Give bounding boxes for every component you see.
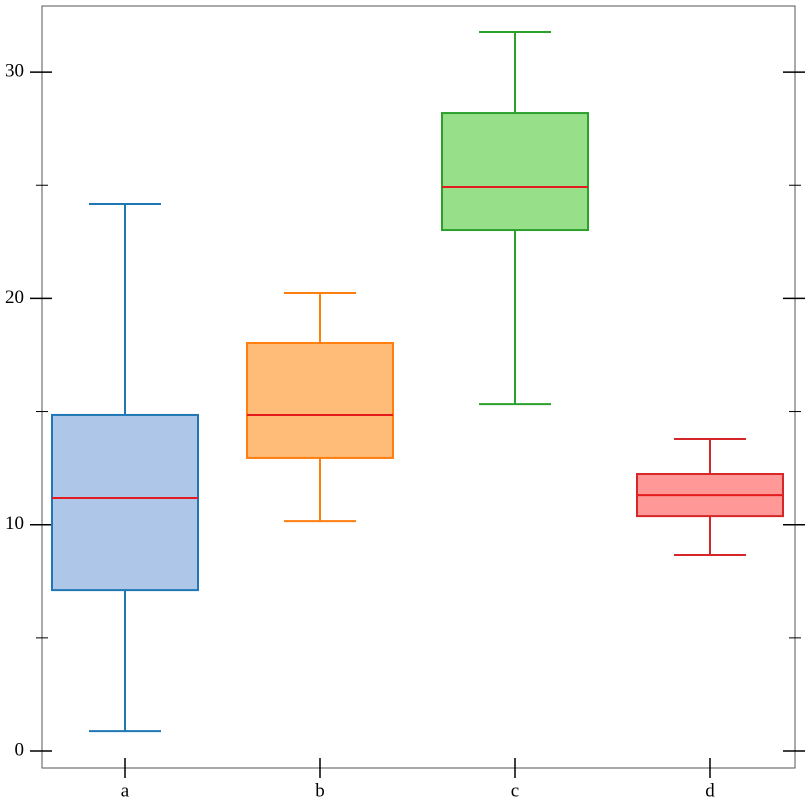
box xyxy=(51,413,199,592)
box xyxy=(246,341,394,459)
x-tick-label: a xyxy=(121,780,130,801)
y-tick-label: 20 xyxy=(5,287,24,308)
y-tick-label: 10 xyxy=(5,513,24,534)
plot-frame xyxy=(41,5,796,769)
x-tick-label: c xyxy=(511,780,519,801)
y-tick-label: 0 xyxy=(15,739,25,760)
x-tick-label: d xyxy=(705,780,715,801)
y-tick-label: 30 xyxy=(5,60,24,81)
x-tick-label: b xyxy=(315,780,325,801)
box xyxy=(441,112,589,232)
